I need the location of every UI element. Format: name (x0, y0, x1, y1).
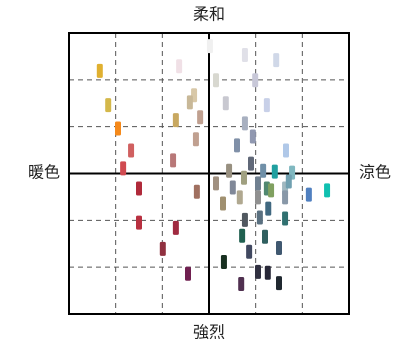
color-chip (159, 241, 166, 256)
color-chip (256, 210, 263, 225)
color-chip (136, 215, 142, 230)
color-chip (192, 132, 199, 147)
color-chip (260, 163, 267, 178)
color-chip (193, 184, 200, 199)
color-chip (255, 264, 261, 279)
color-chip (248, 156, 254, 171)
color-chip (206, 39, 213, 54)
label-right: 涼色 (359, 163, 391, 182)
color-chip (170, 153, 177, 168)
color-chip (282, 211, 289, 226)
color-chip (128, 143, 135, 158)
color-chip (136, 181, 142, 196)
color-chip (186, 95, 193, 110)
color-chip (273, 53, 280, 68)
color-chip (120, 161, 127, 176)
color-chip (276, 240, 282, 255)
label-top: 柔和 (193, 5, 225, 24)
color-chip (234, 138, 240, 153)
color-chip (172, 113, 179, 128)
color-chip (236, 190, 243, 205)
color-chip (305, 187, 312, 202)
color-chip (226, 163, 233, 178)
color-chip (283, 143, 289, 158)
color-chip (246, 244, 253, 259)
color-chip (241, 212, 248, 227)
color-chip (229, 180, 236, 195)
color-chip (263, 98, 270, 113)
color-chip (197, 110, 204, 125)
color-chip (176, 59, 183, 74)
color-chip (220, 196, 226, 211)
color-chip (222, 96, 229, 111)
label-left: 暖色 (28, 163, 60, 182)
color-chip (249, 129, 256, 144)
color-chip (220, 255, 227, 270)
color-chip (285, 174, 292, 189)
color-chip (282, 190, 289, 205)
color-chip (262, 229, 268, 244)
color-chip (252, 73, 259, 88)
color-chip (241, 170, 247, 185)
color-chip (185, 266, 191, 281)
color-chip (324, 183, 331, 198)
color-chip (241, 48, 248, 63)
color-chip (96, 63, 103, 78)
color-chip (115, 121, 121, 136)
color-chip (213, 176, 219, 191)
color-chip (276, 276, 282, 291)
color-chip (172, 220, 179, 235)
color-chip (238, 277, 245, 292)
color-chip (105, 98, 112, 113)
color-chip (241, 116, 248, 131)
color-chip (264, 265, 271, 280)
label-bottom: 強烈 (193, 323, 225, 342)
plot-frame (68, 32, 350, 315)
color-chip (265, 201, 272, 216)
color-chip (213, 73, 219, 88)
color-chip (255, 176, 261, 191)
color-chip (239, 228, 246, 243)
color-chip (271, 164, 278, 179)
color-chip (268, 183, 275, 198)
color-chip (255, 190, 261, 205)
